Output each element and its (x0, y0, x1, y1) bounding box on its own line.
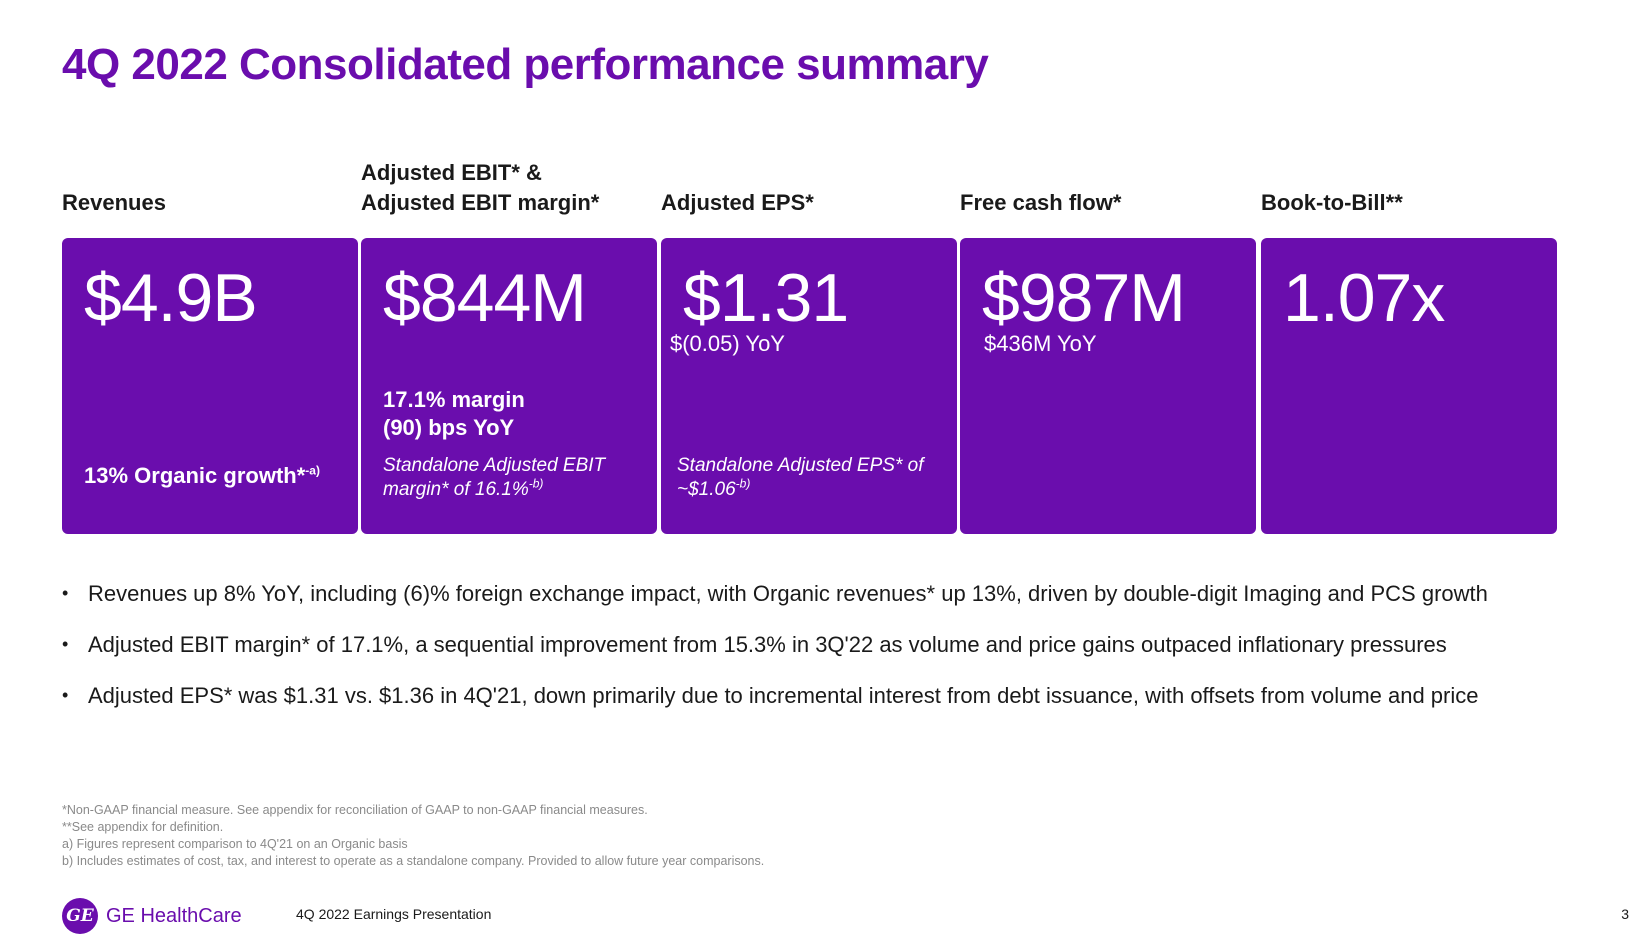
presentation-name: 4Q 2022 Earnings Presentation (296, 906, 492, 922)
kpi-note: Standalone Adjusted EPS* of ~$1.06-b) (677, 454, 923, 502)
logo-text: GE HealthCare (106, 904, 242, 927)
kpi-value: $844M (383, 260, 587, 336)
kpi-value: 1.07x (1283, 260, 1445, 336)
kpi-card: $1.31 $(0.05) YoY Standalone Adjusted EP… (661, 238, 957, 534)
kpi-yoy: $(0.05) YoY (670, 331, 785, 356)
company-logo: GE GE HealthCare (62, 898, 242, 934)
footnote: **See appendix for definition. (62, 820, 224, 834)
kpi-card: 1.07x (1261, 238, 1557, 534)
footnotes: *Non-GAAP financial measure. See appendi… (62, 802, 764, 870)
kpi-value: $4.9B (84, 260, 258, 336)
footnote-ref: -b) (528, 476, 544, 491)
bullet-item: Adjusted EBIT margin* of 17.1%, a sequen… (62, 619, 1488, 670)
kpi-note-text: Standalone Adjusted EPS* of ~$1.06 (677, 455, 924, 500)
ge-monogram-icon: GE (62, 898, 98, 934)
bullet-item: Adjusted EPS* was $1.31 vs. $1.36 in 4Q'… (62, 670, 1488, 721)
kpi-detail: 13% Organic growth*-a) (84, 462, 320, 490)
kpi-heading: Revenues (62, 190, 166, 215)
kpi-card: $4.9B 13% Organic growth*-a) (62, 238, 358, 534)
kpi-card: $987M $436M YoY (960, 238, 1256, 534)
footnote-ref: -b) (735, 476, 751, 491)
kpi-yoy: $436M YoY (984, 331, 1097, 356)
kpi-card: $844M 17.1% margin (90) bps YoY Standalo… (361, 238, 657, 534)
footnote: b) Includes estimates of cost, tax, and … (62, 854, 765, 868)
footnote-ref: -a) (305, 463, 320, 478)
kpi-heading: Adjusted EBIT* & Adjusted EBIT margin* (361, 160, 600, 215)
kpi-heading: Free cash flow* (960, 190, 1122, 215)
kpi-note: Standalone Adjusted EBIT margin* of 16.1… (383, 454, 605, 502)
footnote: a) Figures represent comparison to 4Q'21… (62, 837, 408, 851)
page-title: 4Q 2022 Consolidated performance summary (62, 40, 989, 89)
kpi-value: $1.31 (683, 260, 849, 336)
kpi-value: $987M (982, 260, 1186, 336)
footnote: *Non-GAAP financial measure. See appendi… (62, 803, 648, 817)
kpi-detail-margin: 17.1% margin (383, 387, 525, 412)
kpi-detail-text: 13% Organic growth* (84, 463, 306, 488)
kpi-detail-bps: (90) bps YoY (383, 415, 515, 440)
kpi-heading: Adjusted EPS* (661, 190, 814, 215)
bullet-item: Revenues up 8% YoY, including (6)% forei… (62, 568, 1488, 619)
kpi-heading: Book-to-Bill** (1261, 190, 1403, 215)
kpi-note-text: Standalone Adjusted EBIT margin* of 16.1… (383, 455, 606, 500)
page-number: 3 (1621, 906, 1629, 922)
summary-bullets: Revenues up 8% YoY, including (6)% forei… (62, 568, 1488, 721)
